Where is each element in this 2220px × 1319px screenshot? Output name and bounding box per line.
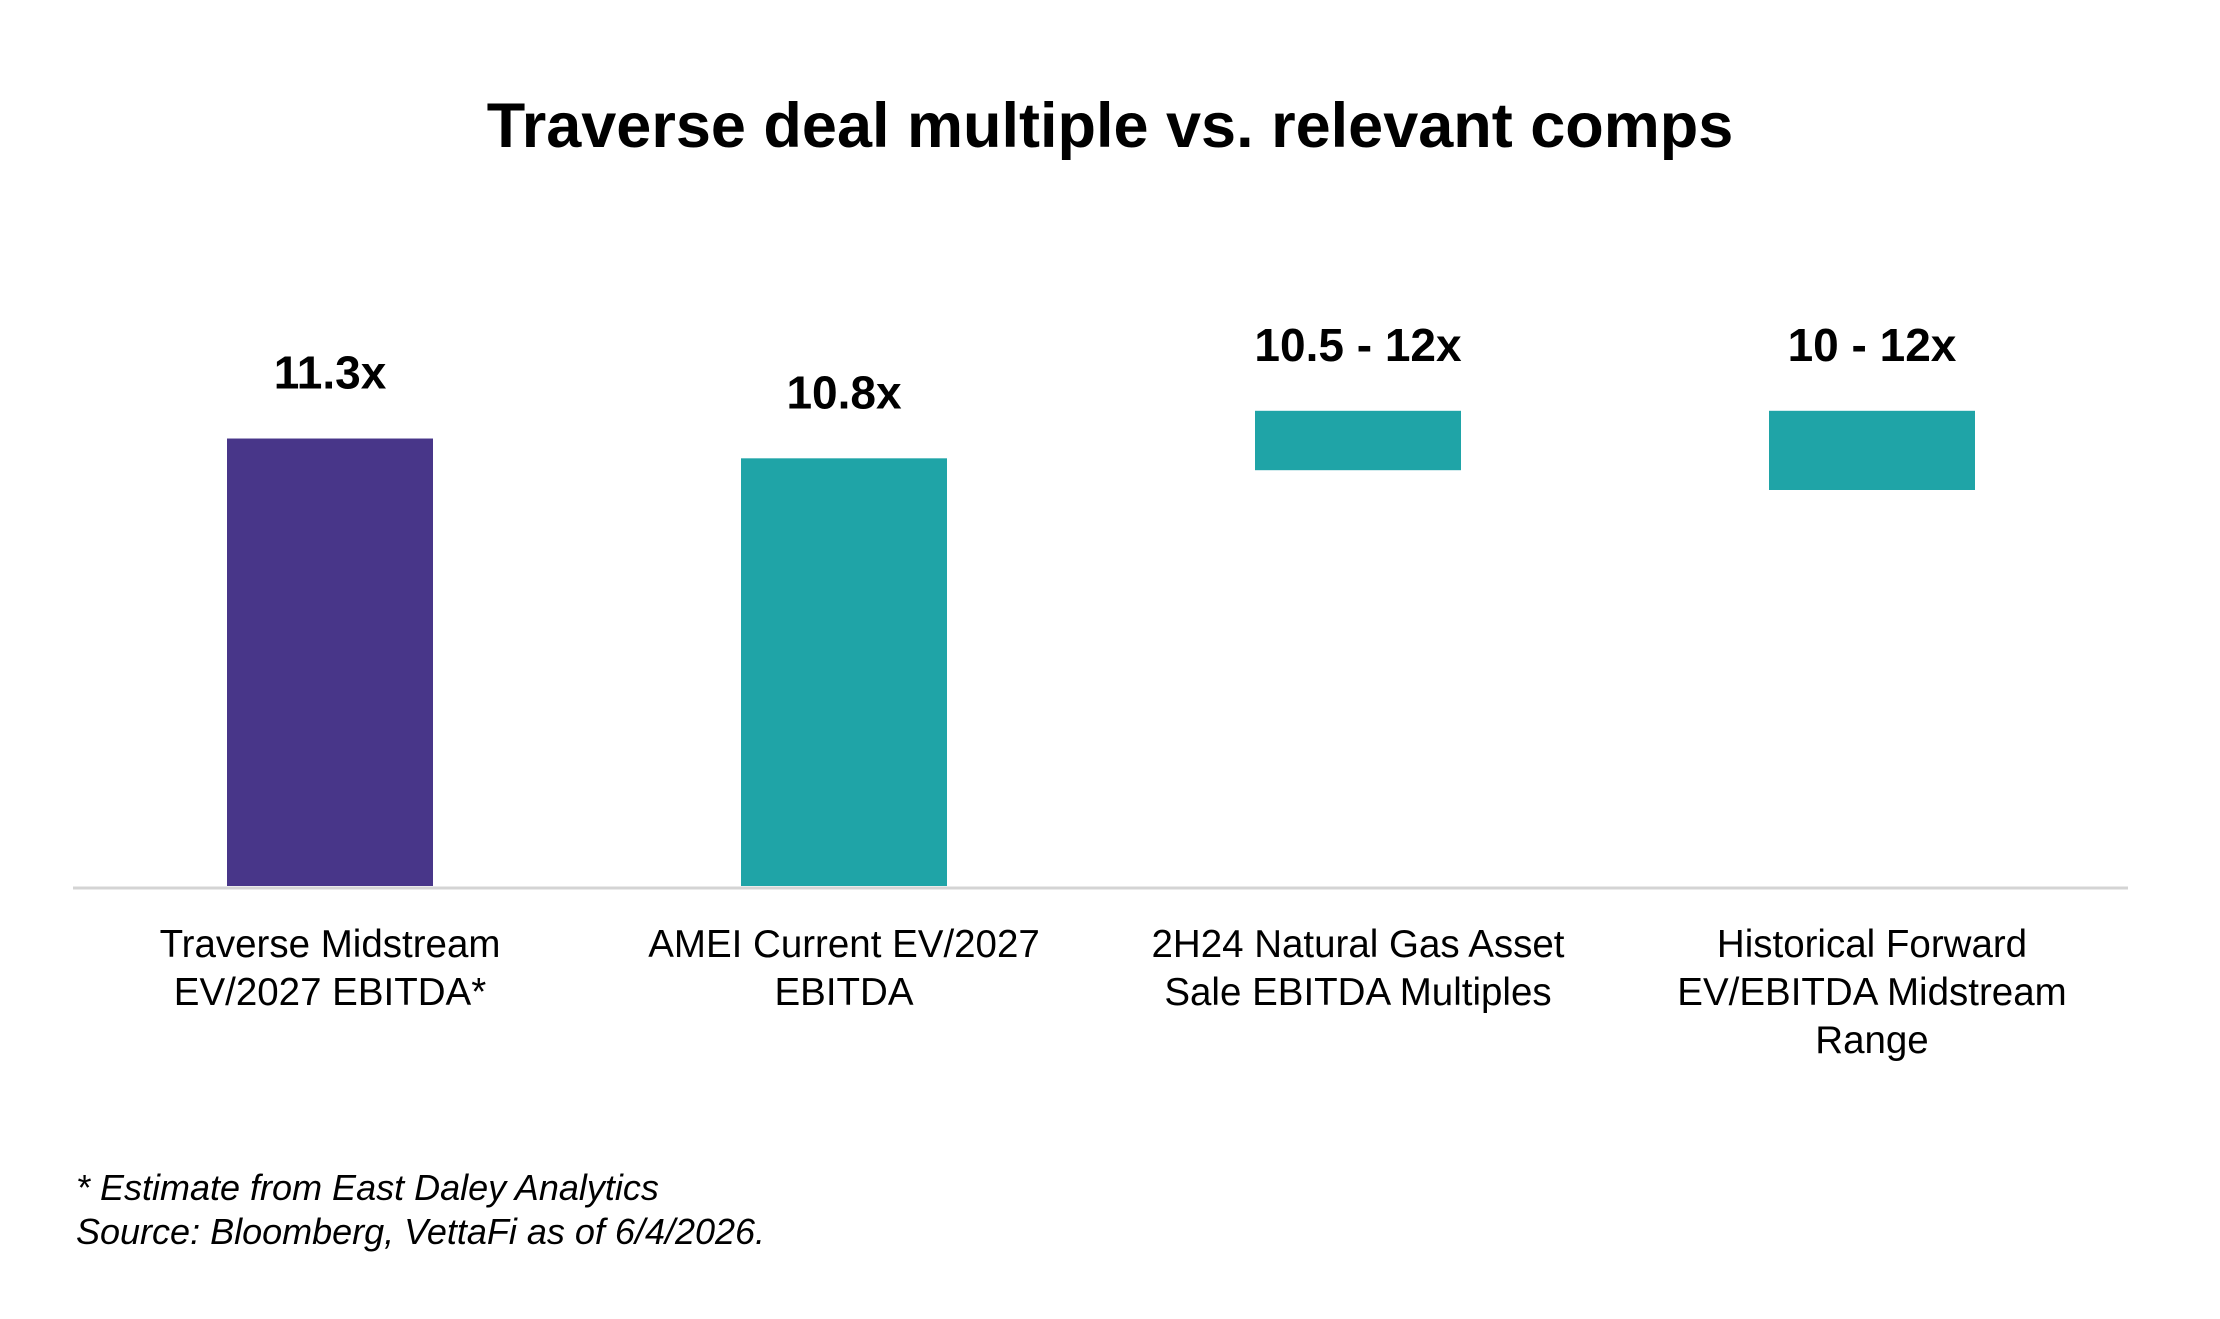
category-label-line: EV/2027 EBITDA* [174,971,486,1014]
category-label-3: Historical Forward EV/EBITDA Midstream Ran… [1677,923,2066,1062]
category-label-line: Traverse Midstream [160,923,501,966]
bar-0 [227,438,433,886]
category-label-line: EBITDA [774,971,913,1014]
chart-title: Traverse deal multiple vs. relevant comp… [486,91,1734,161]
value-label-0: 11.3x [274,347,387,399]
category-label-line: AMEI Current EV/2027 [648,923,1040,966]
category-label-line: Sale EBITDA Multiples [1164,971,1551,1014]
footnote-source: Source: Bloomberg, VettaFi as of 6/4/202… [76,1211,766,1252]
value-label-3: 10 - 12x [1788,319,1957,371]
bar-3 [1769,410,1975,490]
category-label-2: 2H24 Natural Gas Asset Sale EBITDA Multip… [1151,923,1564,1014]
value-label-1: 10.8x [786,366,902,418]
bar-group [227,410,1975,886]
bar-1 [741,458,947,886]
footnote-estimate: * Estimate from East Daley Analytics [76,1167,659,1208]
category-label-line: Historical Forward [1717,923,2027,966]
bar-2 [1255,410,1461,471]
category-label-0: Traverse Midstream EV/2027 EBITDA* [160,923,501,1014]
category-label-group: Traverse Midstream EV/2027 EBITDA* AMEI Cu… [160,923,2067,1062]
value-label-2: 10.5 - 12x [1254,319,1462,371]
category-label-line: 2H24 Natural Gas Asset [1151,923,1564,966]
value-label-group: 11.3x 10.8x 10.5 - 12x 10 - 12x [274,319,1957,419]
category-label-line: EV/EBITDA Midstream [1677,971,2066,1014]
category-label-line: Range [1815,1019,1928,1062]
category-label-1: AMEI Current EV/2027 EBITDA [648,923,1040,1014]
